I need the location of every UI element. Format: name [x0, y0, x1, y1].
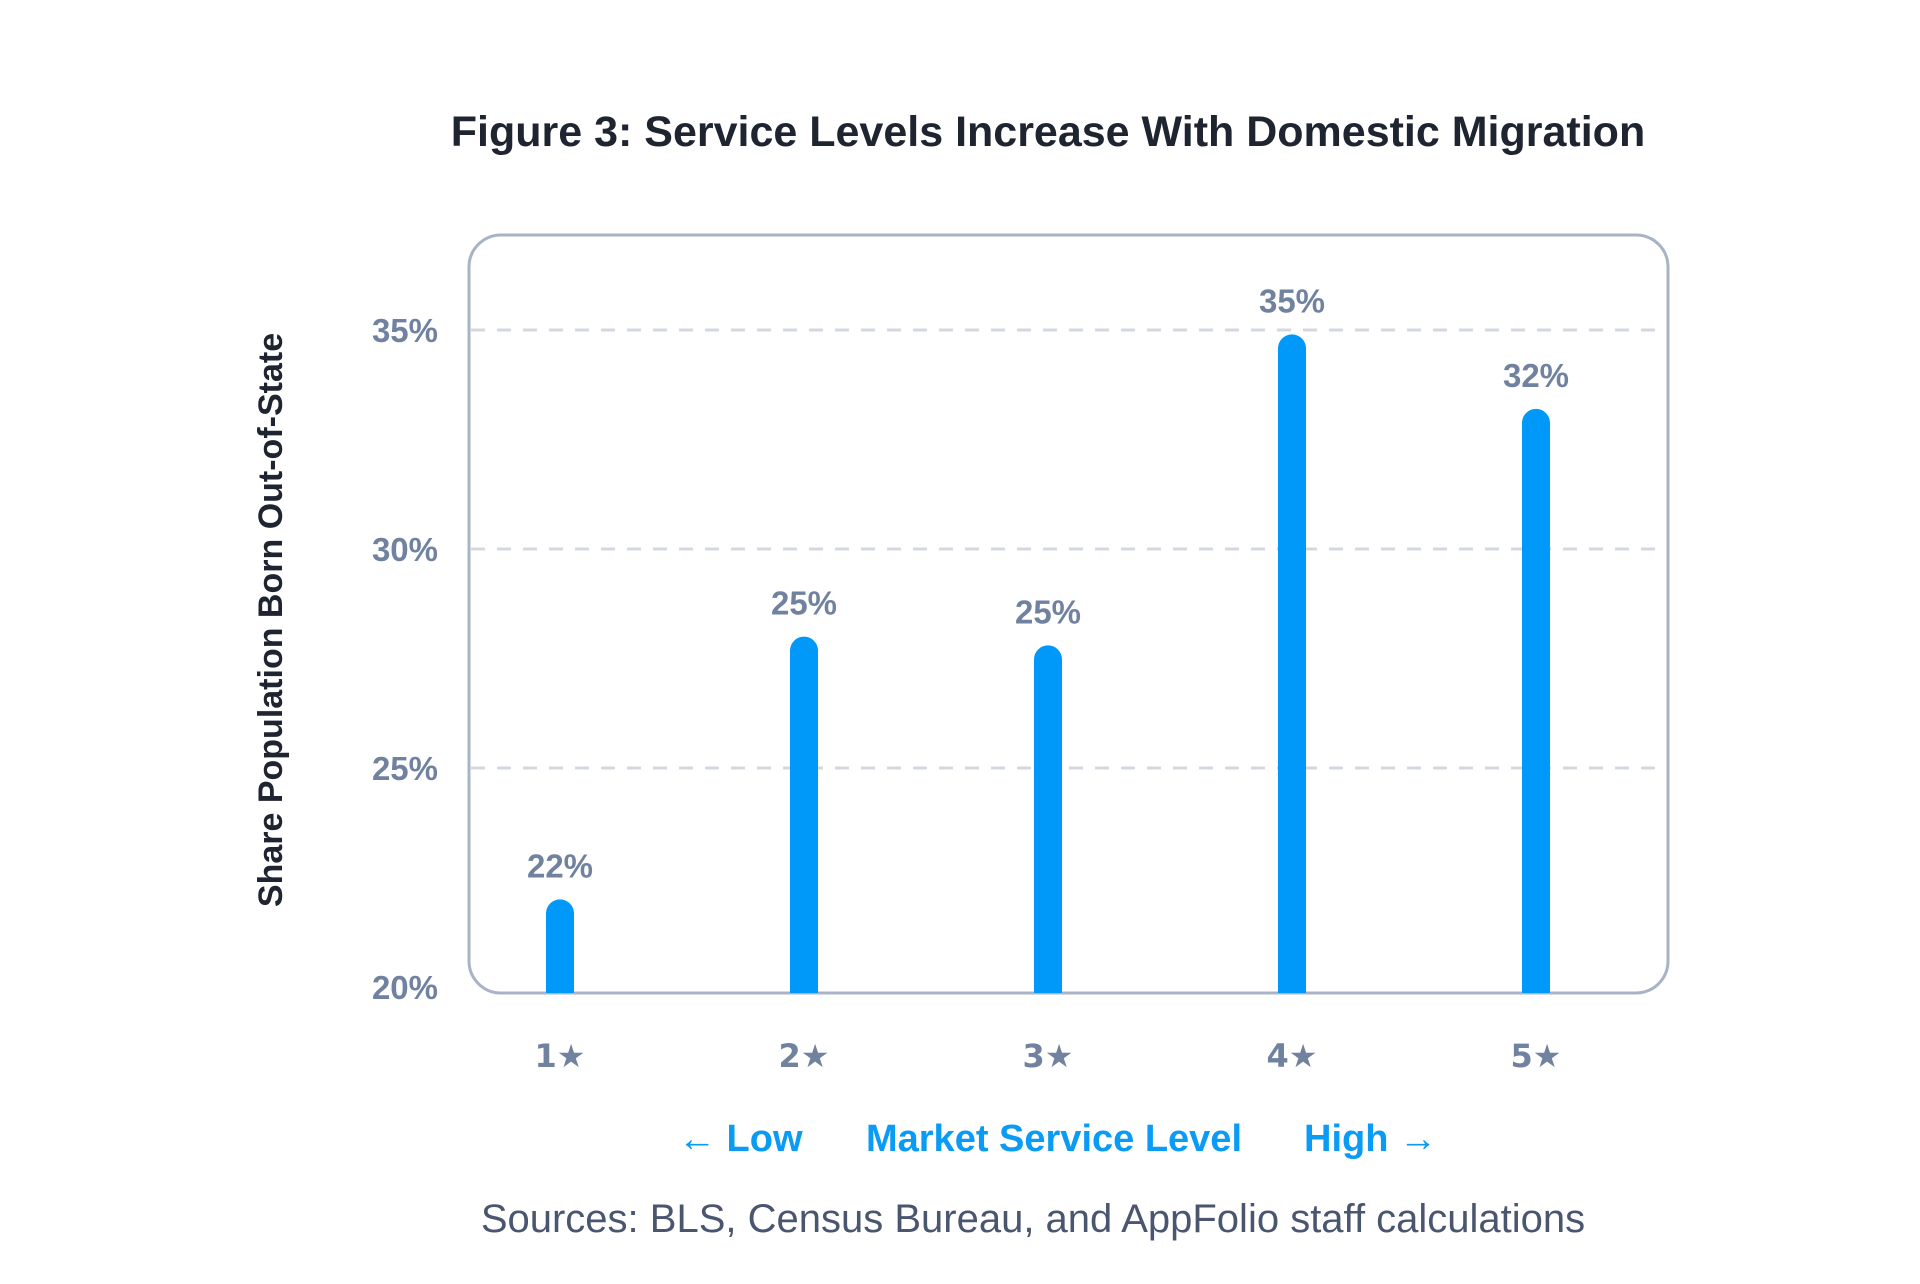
- y-tick-label: 25%: [372, 750, 438, 787]
- y-axis-ticks: 20% 25% 30% 35%: [372, 312, 438, 1006]
- x-axis-ticks: 1★ 2★ 3★ 4★ 5★: [535, 1037, 1562, 1075]
- data-label: 32%: [1503, 357, 1569, 394]
- y-axis-label: Share Population Born Out-of-State: [252, 333, 290, 907]
- plot-frame: [467, 233, 1670, 995]
- x-axis-high-label: High →: [1304, 1118, 1437, 1160]
- bars: [546, 334, 1550, 993]
- x-axis-low-label: ← Low: [678, 1118, 803, 1160]
- data-labels: 22% 25% 25% 35% 32%: [527, 282, 1569, 884]
- bar: [1522, 408, 1550, 993]
- x-tick-label: 2★: [779, 1037, 830, 1075]
- data-label: 22%: [527, 847, 593, 884]
- data-label: 35%: [1259, 282, 1325, 319]
- bar: [546, 899, 574, 993]
- data-label: 25%: [771, 585, 837, 622]
- x-tick-label: 3★: [1023, 1037, 1074, 1075]
- bar: [790, 636, 818, 993]
- x-tick-label: 5★: [1511, 1037, 1562, 1075]
- y-tick-label: 20%: [372, 969, 438, 1006]
- x-tick-label: 1★: [535, 1037, 586, 1075]
- bar: [1278, 334, 1307, 993]
- chart-title: Figure 3: Service Levels Increase With D…: [451, 108, 1645, 156]
- source-note: Sources: BLS, Census Bureau, and AppFoli…: [481, 1197, 1585, 1241]
- x-axis-label: Market Service Level: [866, 1118, 1242, 1160]
- gridlines: [471, 328, 1666, 770]
- bar: [1034, 645, 1062, 993]
- y-tick-label: 30%: [372, 531, 438, 568]
- x-tick-label: 4★: [1267, 1037, 1318, 1075]
- y-tick-label: 35%: [372, 312, 438, 349]
- data-label: 25%: [1015, 593, 1081, 630]
